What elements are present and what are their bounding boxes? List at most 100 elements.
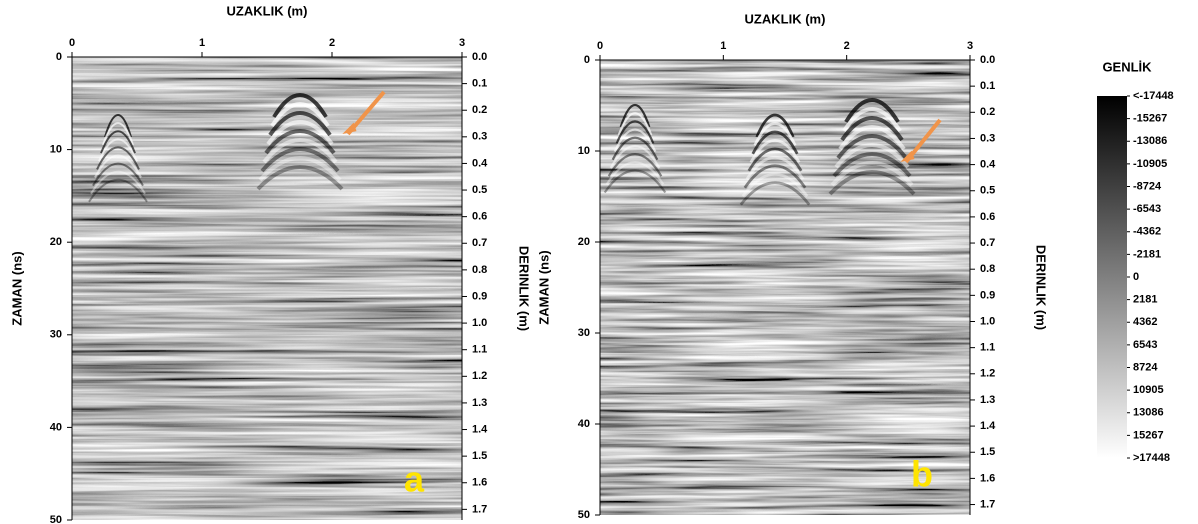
colorbar-label: -13086 xyxy=(1133,135,1167,147)
panel-label: a xyxy=(404,459,425,500)
reflection-hyperbola xyxy=(104,114,132,138)
y2-tick-label: 0.2 xyxy=(980,106,995,118)
reflection-hyperbola xyxy=(828,170,916,196)
reflection-hyperbola xyxy=(741,172,809,198)
reflection-hyperbola xyxy=(609,144,661,169)
x-tick-label: 1 xyxy=(720,40,726,52)
reflection-hyperbola xyxy=(739,181,811,206)
reflection-hyperbola xyxy=(100,130,136,154)
colorbar-label: 2181 xyxy=(1133,294,1157,306)
y2-tick-label: 1.0 xyxy=(980,315,995,327)
reflection-hyperbola xyxy=(830,161,914,187)
colorbar-label: 6543 xyxy=(1133,339,1157,351)
y-axis-title: ZAMAN (ns) xyxy=(536,250,551,324)
colorbar-label: 4362 xyxy=(1133,316,1157,328)
y2-tick-label: 0.1 xyxy=(980,80,995,92)
x-tick-label: 2 xyxy=(329,37,335,49)
y2-tick-label: 0.3 xyxy=(472,131,487,143)
colorbar-label: <-17448 xyxy=(1133,90,1174,102)
reflection-hyperbola xyxy=(755,113,795,138)
colorbar-label: -4362 xyxy=(1133,226,1161,238)
reflection-hyperbola xyxy=(836,134,908,160)
y2-tick-label: 0.5 xyxy=(980,185,995,197)
y2-tick-label: 1.5 xyxy=(980,446,995,458)
y-axis-title: ZAMAN (ns) xyxy=(9,251,24,325)
y2-tick-label: 0.0 xyxy=(472,51,487,63)
reflection-hyperbola xyxy=(272,93,328,119)
y2-tick-label: 0.4 xyxy=(472,157,488,169)
reflection-hyperbola xyxy=(605,161,665,185)
reflection-hyperbola xyxy=(753,122,797,147)
reflection-hyperbola xyxy=(613,128,657,153)
y2-tick-label: 1.7 xyxy=(472,503,487,515)
reflection-hyperbola xyxy=(834,143,910,169)
reflection-hyperbola xyxy=(749,139,801,164)
y2-tick-label: 1.6 xyxy=(980,472,995,484)
y-tick-label: 10 xyxy=(578,145,590,157)
reflection-hyperbola xyxy=(745,155,805,181)
reflection-hyperbola xyxy=(747,147,803,172)
reflection-hyperbola xyxy=(611,136,659,161)
reflection-hyperbola xyxy=(842,107,902,133)
colorbar xyxy=(1097,96,1127,458)
colorbar-label: -8724 xyxy=(1133,180,1162,192)
reflection-hyperbola xyxy=(264,129,336,155)
colorbar-label: 0 xyxy=(1133,271,1139,283)
y2-tick-label: 0.0 xyxy=(980,54,995,66)
y2-tick-label: 0.6 xyxy=(472,211,487,223)
reflection-hyperbola xyxy=(603,169,667,194)
colorbar-label: >17448 xyxy=(1133,452,1170,464)
x-tick-label: 1 xyxy=(199,37,205,49)
y2-tick-label: 0.1 xyxy=(472,78,487,90)
reflection-hyperbola xyxy=(90,170,146,195)
colorbar-label: 10905 xyxy=(1133,384,1164,396)
y2-tick-label: 0.6 xyxy=(980,211,995,223)
y2-tick-label: 1.1 xyxy=(980,342,995,354)
y2-tick-label: 0.8 xyxy=(472,264,487,276)
x-axis-title: UZAKLIK (m) xyxy=(745,11,826,26)
x-tick-label: 0 xyxy=(597,40,603,52)
reflection-hyperbola xyxy=(270,102,330,128)
y2-tick-label: 0.2 xyxy=(472,104,487,116)
reflection-hyperbola xyxy=(256,165,344,191)
y-tick-label: 30 xyxy=(50,329,62,341)
y2-axis-title: DERINLIK (m) xyxy=(517,246,532,331)
reflection-hyperbola xyxy=(94,154,142,178)
colorbar-label: -10905 xyxy=(1133,158,1167,170)
reflection-hyperbola xyxy=(102,122,134,146)
y2-tick-label: 1.3 xyxy=(472,397,487,409)
x-tick-label: 2 xyxy=(844,40,850,52)
y-tick-label: 10 xyxy=(50,144,62,156)
colorbar-label: 13086 xyxy=(1133,407,1164,419)
colorbar-label: -2181 xyxy=(1133,248,1161,260)
colorbar-label: -6543 xyxy=(1133,203,1161,215)
y2-tick-label: 1.4 xyxy=(980,420,996,432)
y2-tick-label: 0.7 xyxy=(472,237,487,249)
x-tick-label: 0 xyxy=(69,37,75,49)
reflection-hyperbola xyxy=(840,116,904,142)
colorbar-label: 8724 xyxy=(1133,361,1158,373)
reflection-hyperbola xyxy=(619,104,651,128)
y-tick-label: 0 xyxy=(584,54,590,66)
reflection-hyperbola xyxy=(617,112,653,136)
y-tick-label: 0 xyxy=(56,51,62,63)
colorbar-title: GENLİK xyxy=(1102,59,1152,74)
y2-tick-label: 1.1 xyxy=(472,344,487,356)
panel-label: b xyxy=(911,454,933,495)
y2-axis-title: DERINLIK (m) xyxy=(1034,245,1049,330)
y-tick-label: 50 xyxy=(50,514,62,524)
reflection-hyperbola xyxy=(743,164,807,189)
y2-tick-label: 0.9 xyxy=(980,289,995,301)
y2-tick-label: 1.2 xyxy=(472,370,487,382)
y2-tick-label: 1.6 xyxy=(472,477,487,489)
arrow-head xyxy=(342,122,357,134)
y-tick-label: 40 xyxy=(50,421,62,433)
x-tick-label: 3 xyxy=(459,37,465,49)
reflection-hyperbola xyxy=(262,138,338,164)
y-tick-label: 40 xyxy=(578,418,590,430)
y2-tick-label: 0.3 xyxy=(980,132,995,144)
reflection-hyperbola xyxy=(615,120,655,144)
y-tick-label: 20 xyxy=(578,236,590,248)
radargram-image xyxy=(72,57,462,520)
